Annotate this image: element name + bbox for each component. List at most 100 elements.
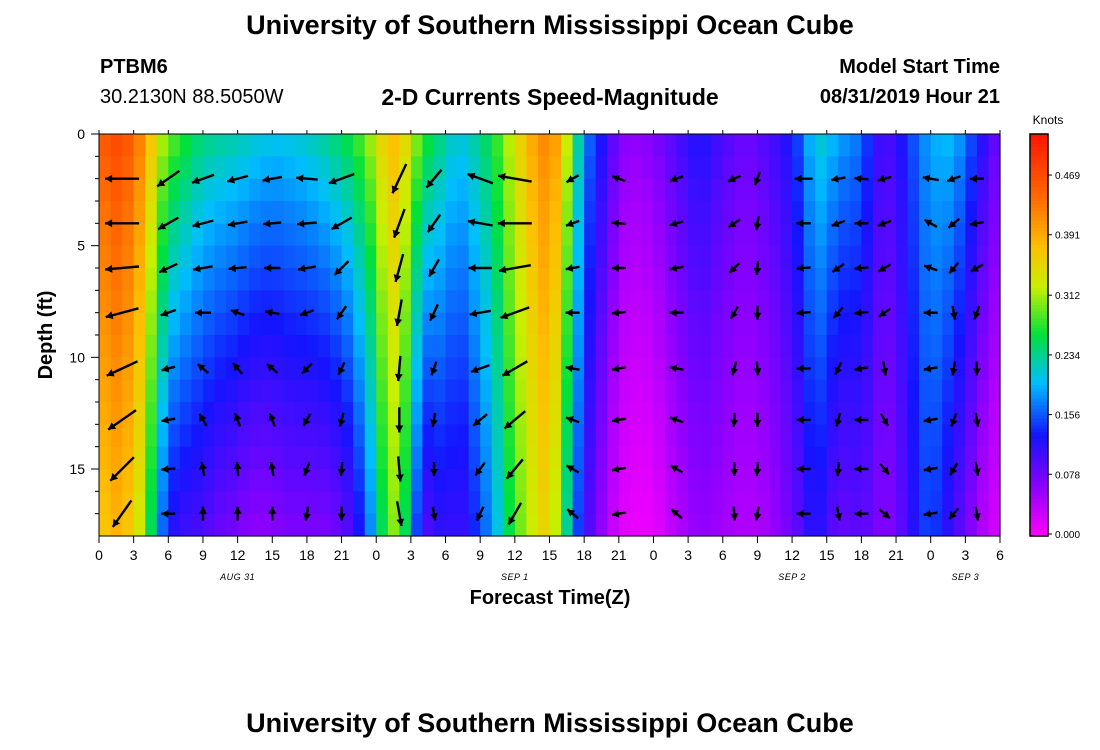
heatmap-cell [653, 134, 666, 157]
heatmap-cell [584, 134, 597, 157]
heatmap-cell [976, 469, 990, 492]
vector-head [337, 418, 346, 427]
heatmap-cell [803, 446, 816, 470]
current-vector [233, 412, 242, 427]
heatmap-cell [838, 469, 851, 492]
heatmap-cell [422, 446, 435, 470]
heatmap-cell [341, 134, 354, 157]
heatmap-cell [526, 402, 539, 425]
current-vector [233, 506, 242, 521]
heatmap-cell [549, 335, 562, 358]
heatmap-cell [930, 223, 943, 247]
heatmap-cell [768, 156, 782, 180]
colorbar-cell [1030, 368, 1048, 373]
heatmap-cell [133, 491, 146, 515]
heatmap-cell [942, 156, 955, 180]
heatmap-cell [433, 513, 447, 537]
heatmap-cell [318, 201, 331, 224]
heatmap-cell [491, 201, 504, 224]
current-vector [565, 174, 580, 184]
heatmap-cell [826, 178, 839, 202]
heatmap-cell [630, 357, 643, 381]
heatmap-cell [330, 178, 343, 202]
heatmap-cell [283, 469, 296, 492]
heatmap-cell [641, 312, 655, 336]
vector-head [303, 417, 311, 426]
vector-head [337, 468, 346, 476]
heatmap-cell [768, 379, 782, 403]
current-vector [669, 174, 684, 183]
heatmap-cell [734, 178, 747, 202]
heatmap-cell [249, 491, 262, 515]
heatmap-cell [884, 201, 897, 224]
heatmap-cell [792, 379, 805, 403]
heatmap-cell [364, 223, 377, 247]
heatmap-cell [168, 357, 181, 381]
colorbar-cell [1030, 301, 1048, 306]
heatmap-cell [907, 178, 920, 202]
heatmap-cell [122, 424, 135, 448]
heatmap-cell [930, 491, 943, 515]
current-vector [854, 465, 869, 473]
heatmap-cell [376, 402, 389, 425]
heatmap-cell [399, 335, 412, 358]
heatmap-cell [792, 513, 805, 537]
heatmap-cell [976, 357, 990, 381]
heatmap-cell [330, 335, 343, 358]
heatmap-cell [711, 312, 724, 336]
heatmap-cell [295, 424, 308, 448]
heatmap-cell [433, 469, 447, 492]
heatmap-cell [422, 201, 435, 224]
vector-head [877, 219, 886, 228]
heatmap-cell [179, 469, 193, 492]
vector-head [430, 513, 438, 521]
heatmap-cell [549, 134, 562, 157]
vector-head [949, 511, 957, 519]
heatmap-cell [249, 446, 262, 470]
heatmap-cell [896, 134, 909, 157]
heatmap-cell [122, 379, 135, 403]
heatmap-cell [318, 290, 331, 314]
current-vector [263, 219, 282, 228]
heatmap-cell [780, 379, 793, 403]
current-vector [337, 506, 346, 521]
heatmap-cell [745, 201, 759, 224]
heatmap-cell [641, 178, 655, 202]
heatmap-cell [872, 178, 886, 202]
heatmap-cell [410, 379, 424, 403]
heatmap-cell [237, 402, 250, 425]
heatmap-cell [815, 379, 828, 403]
heatmap-cell [249, 156, 262, 180]
heatmap-cell [168, 379, 181, 403]
heatmap-cell [353, 178, 366, 202]
heatmap-cell [976, 424, 990, 448]
heatmap-cell [699, 290, 712, 314]
heatmap-cell [641, 357, 655, 381]
heatmap-cell [849, 178, 862, 202]
heatmap-cell [214, 156, 227, 180]
heatmap-cell [179, 513, 193, 537]
heatmap-cell [953, 178, 966, 202]
heatmap-cell [445, 290, 458, 314]
heatmap-cell [676, 245, 689, 269]
heatmap-cell [202, 290, 216, 314]
heatmap-cell [768, 134, 782, 157]
heatmap-cell [641, 379, 655, 403]
colorbar-unit: Knots [1033, 113, 1064, 127]
current-vector [854, 308, 869, 317]
heatmap-cell [849, 245, 862, 269]
colorbar-cell [1030, 442, 1048, 447]
heatmap-cell [815, 201, 828, 224]
heatmap-cell [410, 424, 424, 448]
heatmap-cell [457, 446, 470, 470]
heatmap-cell [133, 201, 146, 224]
heatmap-cell [99, 156, 112, 180]
heatmap-cell [618, 424, 631, 448]
heatmap-cell [572, 312, 585, 336]
x-tick-label: 9 [199, 547, 207, 563]
current-vector [923, 308, 938, 317]
heatmap-cell [272, 335, 285, 358]
heatmap-cell [722, 469, 735, 492]
heatmap-cell [480, 290, 493, 314]
heatmap-cell [965, 446, 978, 470]
